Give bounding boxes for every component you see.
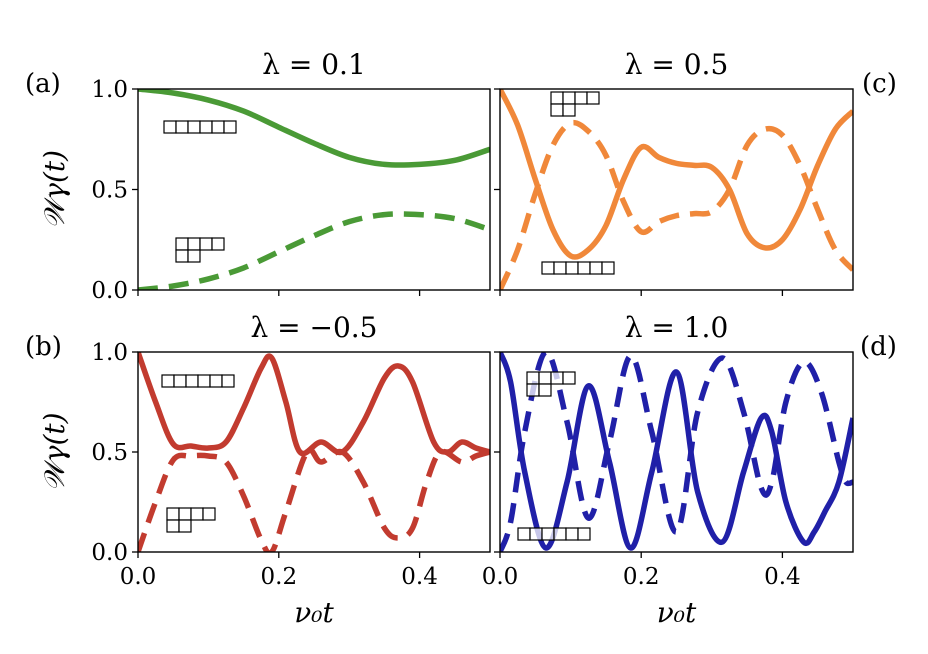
y-axis-label: 𝒲γ(t) [38,150,71,229]
young-box [526,383,540,397]
young-box [553,527,567,541]
x-tick-label: 0.4 [764,564,801,590]
young-box [565,261,579,275]
y-tick-label: 1.0 [91,340,128,366]
young-box [541,527,555,541]
subplot-d: 0.0 0.2 0.4 λ = 1.0 (d) ν₀t [482,311,897,629]
young-box [517,527,531,541]
y-tick-label: 0.5 [91,178,128,204]
young-box [223,120,237,134]
young-box [166,507,180,521]
young-box [178,507,192,521]
young-box [173,374,187,388]
young-box [601,261,615,275]
young-box [166,519,180,533]
young-box [529,527,543,541]
y-tick-label: 1.0 [91,77,128,103]
x-tick-label: 0.2 [261,564,298,590]
panel-label: (d) [860,332,897,362]
young-box [577,527,591,541]
young-box [187,120,201,134]
young-box [202,507,216,521]
young-diagram-6 [541,261,615,275]
subplot-title: λ = −0.5 [251,311,378,344]
young-box [526,371,540,385]
young-diagram-6 [163,120,237,134]
young-box [550,91,564,105]
series-line-dashed [138,447,490,552]
young-box [175,237,189,251]
young-box [562,103,576,117]
series-line-dashed [500,119,853,290]
young-box [190,507,204,521]
young-box [178,519,192,533]
young-box [163,120,177,134]
young-box [562,91,576,105]
y-axis-label: 𝒲γ(t) [38,412,71,491]
x-tick-label: 0.0 [120,564,157,590]
young-box [199,120,213,134]
young-box [550,371,564,385]
x-tick-label: 0.0 [482,564,519,590]
young-box [187,237,201,251]
x-axis-label: ν₀t [657,596,697,629]
young-diagram-4-2 [166,507,216,533]
subplot-title: λ = 1.0 [625,311,729,344]
axes-frame [499,88,854,291]
young-box [538,371,552,385]
series-line-solid [138,352,490,457]
young-box [586,91,600,105]
young-box [175,249,189,263]
y-tick-label: 0.0 [91,278,128,304]
young-box [185,374,199,388]
young-diagram-6 [161,374,235,388]
subplot-title: λ = 0.5 [625,48,729,81]
young-box [197,374,211,388]
young-diagram-6 [517,527,591,541]
young-box [541,261,555,275]
young-box [550,103,564,117]
young-box [175,120,189,134]
young-box [577,261,591,275]
y-tick-label: 0.0 [91,540,128,566]
y-tick-label: 0.5 [91,440,128,466]
young-diagram-4-2 [175,237,225,263]
young-diagram-4-2 [550,91,600,117]
young-box [565,527,579,541]
young-box [209,374,223,388]
young-box [553,261,567,275]
young-box [574,91,588,105]
panel-label: (b) [25,332,62,362]
subplot-title: λ = 0.1 [262,48,366,81]
young-box [538,383,552,397]
young-box [221,374,235,388]
young-box [562,371,576,385]
young-box [161,374,175,388]
young-box [199,237,213,251]
young-box [211,120,225,134]
x-tick-label: 0.2 [623,564,660,590]
x-axis-label: ν₀t [294,596,334,629]
young-box [211,237,225,251]
young-box [187,249,201,263]
x-tick-label: 0.4 [401,564,438,590]
subplot-b: 0.0 0.2 0.4 0.0 0.5 1.0 λ = −0.5 (b) 𝒲γ(t) ν₀t [25,311,491,629]
series-line-dashed [500,352,853,552]
panel-label: (c) [862,69,897,99]
panel-label: (a) [25,69,61,99]
young-diagram-4-2 [526,371,576,397]
series-line-solid [138,89,490,168]
subplot-a: 0.0 0.5 1.0 λ = 0.1 (a) 𝒲γ(t) [25,48,491,304]
young-box [589,261,603,275]
subplot-c: λ = 0.5 (c) [494,48,897,296]
series-line-solid [500,89,853,260]
